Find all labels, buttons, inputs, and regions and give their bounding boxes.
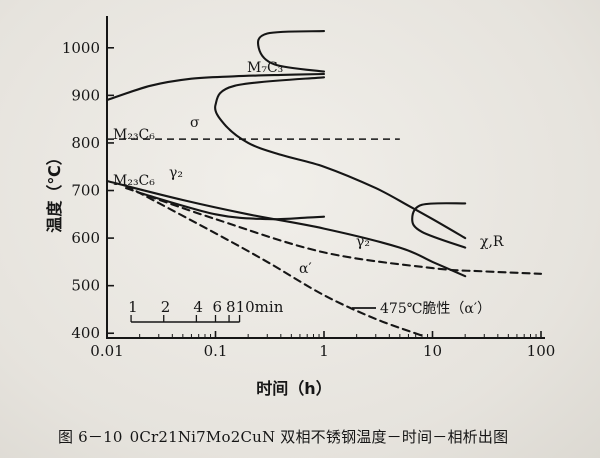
annotation-0: M₇C₃: [247, 60, 283, 76]
curve-3: [105, 179, 467, 278]
curve-6: [125, 187, 543, 275]
minute-scale-label: 810min: [226, 298, 284, 316]
annotation-2: σ: [190, 115, 200, 131]
y-tick-label: 500: [71, 277, 100, 295]
y-tick-label: 600: [71, 229, 100, 247]
axes-layer: 0.01 0.1 1 10 100 400 500 600 700 800 900 1000 时间（h）…: [45, 16, 555, 398]
annotation-4: M₂₃C₆: [113, 173, 155, 189]
ttp-chart: 0.01 0.1 1 10 100 400 500 600 700 800 900 1000 时间（h）…: [45, 16, 555, 398]
annotation-5: γ₂: [356, 234, 370, 250]
x-tick-label: 100: [527, 342, 556, 360]
x-tick-label: 1: [319, 342, 329, 360]
annotation-8: 475℃脆性（α′）: [380, 300, 491, 317]
annotation-7: χ,R: [480, 234, 504, 250]
curves-layer: [105, 30, 543, 337]
x-tick-label: 10: [423, 342, 442, 360]
minute-scale-label: 6: [213, 298, 223, 316]
y-tick-label: 800: [71, 134, 100, 152]
annotation-6: α′: [299, 261, 312, 277]
x-tick-label: 0.01: [90, 342, 123, 360]
annotation-1: M₂₃C₆: [113, 127, 155, 143]
curve-4: [138, 191, 326, 221]
annotation-3: γ₂: [169, 165, 183, 181]
y-tick-label: 400: [71, 324, 100, 342]
curve-1: [105, 72, 326, 102]
curve-7: [125, 184, 424, 337]
x-tick-label: 0.1: [204, 342, 228, 360]
x-axis-title: 时间（h）: [256, 379, 331, 398]
figure-caption: 图 6－10 0Cr21Ni7Mo2CuN 双相不锈钢温度－时间－相析出图: [58, 426, 598, 447]
curve-0: [256, 30, 326, 73]
figure-number: 图 6－10: [58, 428, 123, 446]
curve-5: [411, 202, 467, 249]
minute-scale-label: 2: [161, 298, 171, 316]
y-tick-label: 1000: [62, 39, 100, 57]
figure-title: 0Cr21Ni7Mo2CuN 双相不锈钢温度－时间－相析出图: [129, 428, 509, 446]
y-tick-label: 900: [71, 86, 100, 104]
y-axis-title: 温度（℃）: [45, 149, 64, 233]
minute-scale-label: 1: [128, 298, 138, 316]
minute-scale-label: 4: [193, 298, 203, 316]
labels-layer: M₇C₃ M₂₃C₆ σ γ₂ M₂₃C₆ γ₂ α′ χ,R 475℃脆性（α′）: [113, 60, 504, 317]
y-tick-label: 700: [71, 182, 100, 200]
curve-2: [214, 76, 467, 240]
